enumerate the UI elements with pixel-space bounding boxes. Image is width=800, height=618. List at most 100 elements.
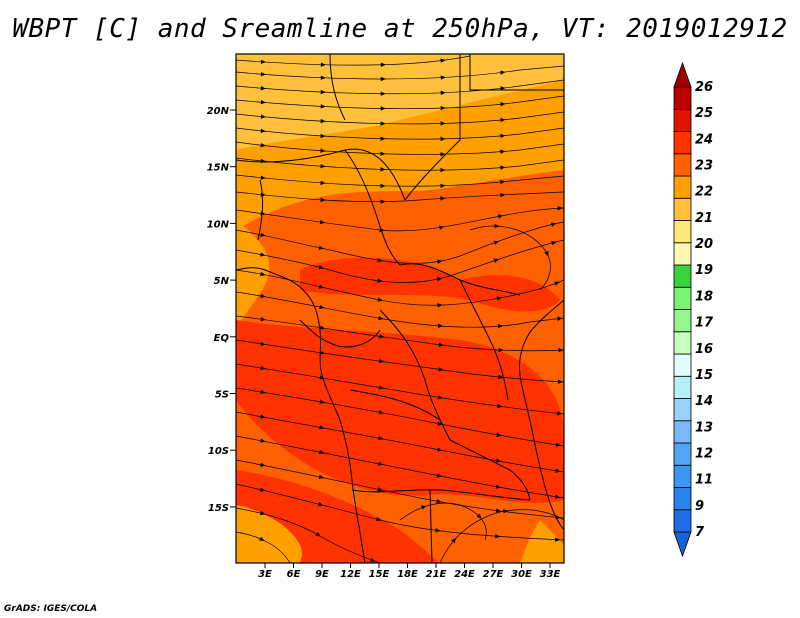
lon-tick-label: 21E — [426, 569, 447, 580]
streamline-arrow — [498, 347, 504, 353]
lon-tick-label: 33E — [540, 569, 561, 580]
colorbar-label: 23 — [695, 159, 713, 174]
lon-tick-label: 27E — [483, 569, 504, 580]
streamline-arrow — [376, 517, 382, 522]
streamline — [236, 221, 564, 264]
colorbar-label: 12 — [695, 446, 713, 461]
streamline-arrow — [500, 102, 506, 107]
streamline-arrow — [500, 133, 506, 139]
streamline-arrow — [496, 432, 502, 437]
streamline-arrow — [438, 342, 444, 347]
streamline-arrow — [380, 167, 386, 172]
streamline-arrow — [380, 121, 386, 126]
streamline-arrow — [557, 316, 563, 321]
streamline — [236, 339, 564, 383]
streamline-arrow — [260, 317, 266, 322]
longitude-axis: 3E 6E 9E 12E 15E 18E 21E 24E 27E 30E 33E — [258, 563, 561, 580]
streamline-arrow — [495, 484, 502, 489]
colorbar-bin — [673, 331, 692, 355]
streamline — [236, 191, 564, 203]
streamline-arrow — [436, 473, 443, 478]
streamline — [236, 435, 564, 499]
streamline-arrow — [260, 293, 266, 299]
streamline-arrow — [500, 149, 506, 154]
streamline-arrow — [498, 374, 504, 380]
field-core-north — [300, 257, 560, 312]
colorbar-label: 7 — [695, 525, 705, 540]
lat-tick-label: 5N — [214, 276, 230, 287]
streamline-arrow — [369, 557, 376, 562]
country-border — [379, 309, 451, 441]
streamline-arrow — [554, 494, 561, 499]
country-border — [449, 439, 531, 501]
country-border — [349, 389, 441, 421]
country-border — [299, 319, 381, 348]
streamline-arrow — [320, 148, 326, 153]
streamline-arrow — [319, 325, 326, 330]
streamline — [236, 387, 564, 447]
colorbar-label: 25 — [695, 106, 713, 121]
streamline-arrow — [319, 449, 325, 455]
streamline-arrow — [493, 240, 500, 245]
country-border — [404, 54, 461, 201]
colorbar-label: 9 — [695, 499, 704, 514]
colorbar-bin — [673, 220, 692, 244]
lon-tick-label: 9E — [315, 569, 329, 580]
streamline-arrow — [260, 271, 266, 277]
streamline-arrow — [438, 367, 444, 372]
streamline-arrow — [440, 90, 446, 96]
colorbar-bin — [673, 131, 692, 155]
lon-tick-label: 3E — [258, 569, 272, 580]
colorbar-bin — [673, 153, 692, 177]
colorbar-label: 11 — [695, 473, 713, 488]
streamline-arrow — [260, 175, 266, 180]
streamline-arrow — [260, 71, 266, 77]
lat-tick-label: 15N — [207, 163, 230, 174]
colorbar-label: 21 — [695, 211, 713, 226]
streamline-arrow — [260, 85, 266, 91]
colorbar-bin — [673, 286, 692, 310]
streamline-arrow — [260, 389, 266, 395]
streamline-arrow — [503, 509, 509, 514]
streamline-arrow — [378, 410, 384, 415]
lat-tick-label: EQ — [214, 333, 230, 344]
streamline-arrow — [320, 197, 326, 203]
colorbar-label: 15 — [695, 368, 713, 383]
streamline-arrow — [259, 487, 266, 492]
grads-credit: GrADS: IGES/COLA — [4, 604, 98, 614]
streamline-arrow — [436, 499, 442, 504]
streamline-arrow — [496, 458, 502, 463]
colorbar-label: 24 — [695, 132, 713, 147]
lat-tick-label: 10N — [207, 219, 230, 230]
colorbar-bin — [673, 398, 692, 422]
country-border — [257, 179, 264, 241]
streamline-arrow — [260, 341, 266, 346]
streamline-arrow — [420, 505, 427, 510]
country-border — [351, 489, 531, 501]
colorbar-min-arrow — [673, 531, 692, 558]
streamline-arrow — [555, 537, 561, 542]
map-title: WBPT [C] and Sreamline at 250hPa, VT: 20… — [12, 14, 788, 44]
streamlines — [236, 55, 564, 563]
map-frame — [235, 53, 565, 564]
streamline-arrow — [260, 59, 266, 64]
streamline-arrow — [260, 252, 266, 257]
streamline-arrow — [440, 58, 446, 63]
country-border — [469, 54, 564, 91]
streamline-arrow — [440, 105, 446, 111]
streamline-arrow — [259, 536, 265, 541]
streamline — [399, 502, 487, 541]
streamline-arrow — [440, 136, 446, 142]
streamline-arrow — [380, 62, 386, 67]
streamline-arrow — [260, 232, 266, 237]
streamline-arrow — [380, 183, 386, 189]
streamline-arrow — [378, 435, 384, 441]
colorbar-max-arrow — [673, 61, 692, 88]
colorbar-bin — [673, 442, 692, 466]
colorbar-bin — [673, 420, 692, 444]
colorbar-bin — [673, 86, 692, 110]
field-se-mid — [520, 520, 564, 563]
streamline-arrow — [380, 76, 386, 82]
streamline-arrow — [259, 511, 266, 516]
streamline-arrow — [554, 281, 560, 286]
